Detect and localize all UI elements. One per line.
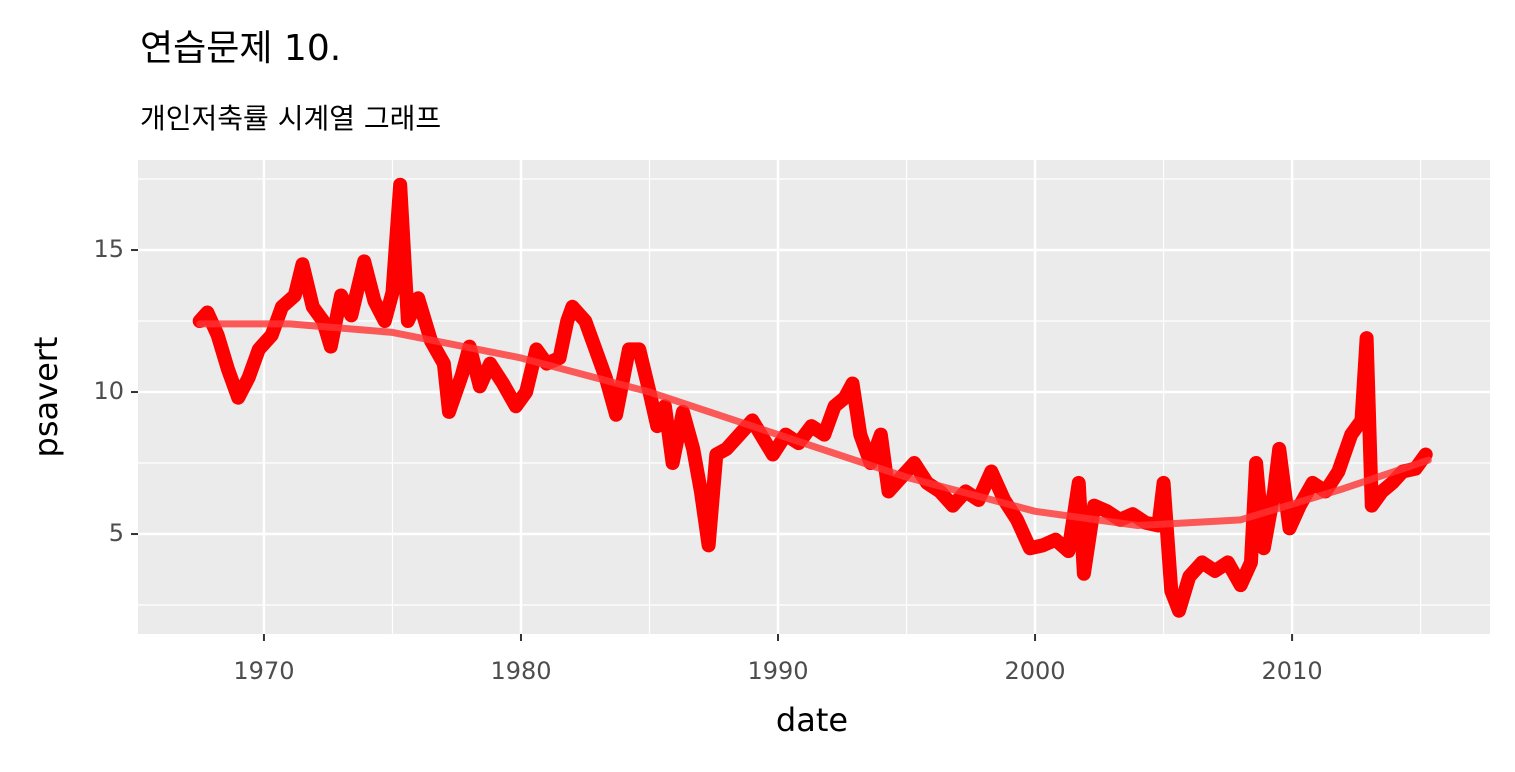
x-tick-label: 1980 bbox=[490, 657, 551, 685]
x-tick-label: 2000 bbox=[1005, 657, 1066, 685]
chart-title: 연습문제 10. bbox=[140, 28, 341, 69]
smooth-line bbox=[196, 320, 1432, 530]
y-axis-label: psavert bbox=[27, 337, 65, 458]
panel bbox=[138, 160, 1490, 634]
y-tick-label: 10 bbox=[93, 377, 124, 405]
x-tick-label: 1990 bbox=[747, 657, 808, 685]
x-tick-label: 2010 bbox=[1262, 657, 1323, 685]
y-tick-label: 15 bbox=[93, 235, 124, 263]
y-tick-label: 5 bbox=[109, 519, 124, 547]
x-axis-label: date bbox=[776, 701, 848, 739]
chart-subtitle: 개인저축률 시계열 그래프 bbox=[140, 102, 441, 135]
x-tick-label: 1970 bbox=[233, 657, 294, 685]
